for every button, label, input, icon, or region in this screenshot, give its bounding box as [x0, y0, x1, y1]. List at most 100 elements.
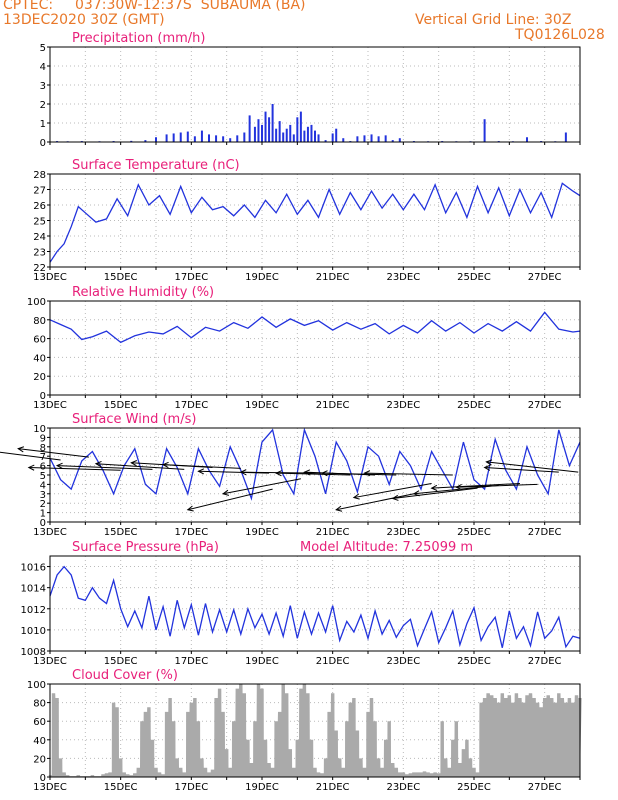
pressure-subtitle: Model Altitude: 7.25099 m: [300, 540, 473, 555]
header-run: 13DEC2020 30Z (GMT): [3, 12, 165, 28]
temp-ytick-label: 26: [33, 201, 46, 212]
wind-vector-head: [412, 490, 420, 497]
wind-ytick-label: 3: [40, 490, 46, 501]
wind-ytick-label: 10: [33, 424, 46, 435]
precip-bar: [278, 121, 281, 142]
temp-ytick-label: 24: [33, 232, 46, 243]
precip-bar: [193, 136, 196, 142]
wind-vector: [486, 461, 579, 473]
rh-xtick-label: 17DEC: [174, 400, 208, 411]
temp-ytick-label: 27: [33, 186, 46, 197]
precip-bar: [564, 132, 567, 142]
wind-xtick-label: 15DEC: [104, 527, 138, 538]
rh-title: Relative Humidity (%): [72, 285, 214, 300]
wind-vector: [57, 465, 153, 470]
temp-ytick-label: 28: [33, 170, 46, 181]
cloud-xtick-label: 25DEC: [457, 782, 491, 793]
precip-bar: [268, 117, 271, 142]
precip-bar: [324, 140, 327, 142]
wind-vector: [240, 471, 323, 474]
wind-ytick-label: 5: [40, 471, 46, 482]
temp-xtick-label: 19DEC: [245, 272, 279, 283]
precip-bar: [253, 126, 256, 142]
wind-ytick-label: 2: [40, 499, 46, 510]
wind-vector-head: [55, 462, 63, 469]
temp-ytick-label: 25: [33, 217, 46, 228]
precip-bar: [200, 130, 203, 142]
wind-vector-head: [239, 469, 247, 476]
precip-bar: [186, 131, 189, 142]
precip-bar: [172, 133, 175, 142]
wind-frame: [49, 427, 581, 523]
cloud-title: Cloud Cover (%): [72, 668, 178, 683]
rh-xtick-label: 25DEC: [457, 400, 491, 411]
wind-vector: [223, 478, 301, 495]
precip-bar: [314, 130, 316, 142]
temp-ytick-label: 23: [33, 248, 46, 259]
precip-bar: [248, 115, 251, 142]
rh-xtick-label: 23DEC: [386, 400, 420, 411]
rh-series-line: [49, 311, 581, 344]
wind-vector: [95, 463, 185, 470]
wind-xtick-label: 13DEC: [33, 527, 67, 538]
wind-vector: [163, 464, 241, 469]
precip-bar: [264, 111, 267, 142]
wind-vector-head: [455, 483, 463, 491]
rh-xtick-label: 15DEC: [104, 400, 138, 411]
cloud-xtick-label: 27DEC: [528, 782, 562, 793]
temp-xtick-label: 15DEC: [104, 272, 138, 283]
wind-vector-head: [130, 460, 138, 467]
wind-title: Surface Wind (m/s): [72, 412, 196, 427]
wind-vector: [484, 466, 559, 473]
pressure-ytick-label: 1010: [21, 626, 46, 637]
pressure-ytick-label: 1012: [21, 605, 46, 616]
precip-bar: [363, 135, 366, 142]
wind-series-line: [49, 427, 581, 501]
pressure-xtick-label: 15DEC: [104, 656, 138, 667]
rh-ytick-label: 100: [27, 297, 46, 308]
cloud-xtick-label: 15DEC: [104, 782, 138, 793]
header-location: 037:30W-12:37S SUBAUMA (BA): [75, 0, 306, 13]
rh-xtick-label: 19DEC: [245, 400, 279, 411]
wind-xtick-label: 25DEC: [457, 527, 491, 538]
cloud-xtick-label: 19DEC: [245, 782, 279, 793]
wind-vector: [28, 466, 121, 471]
wind-ytick-label: 8: [40, 443, 46, 454]
wind-vector-head: [335, 505, 343, 512]
rh-ytick-label: 40: [33, 353, 46, 364]
precip-ytick-label: 0: [40, 138, 46, 149]
pressure-title: Surface Pressure (hPa): [72, 540, 219, 555]
wind-vector: [322, 472, 397, 476]
cloud-area: [48, 684, 582, 777]
precip-bar: [342, 138, 345, 142]
pressure-series-line: [49, 565, 581, 649]
precip-bar: [285, 128, 288, 142]
temp-xtick-label: 23DEC: [386, 272, 420, 283]
precip-bar: [377, 136, 380, 142]
precip-bar: [317, 134, 320, 142]
rh-xtick-label: 21DEC: [316, 400, 350, 411]
precip-bar: [296, 117, 299, 142]
wind-vector-head: [222, 489, 230, 496]
temp-xtick-label: 27DEC: [528, 272, 562, 283]
wind-vector: [187, 488, 273, 511]
precip-bar: [398, 138, 401, 142]
precip-title: Precipitation (mm/h): [72, 31, 205, 46]
wind-ytick-label: 6: [40, 462, 46, 473]
precip-bar: [257, 119, 260, 142]
wind-vector-head: [161, 461, 169, 468]
wind-vector-head: [197, 468, 205, 475]
temp-ytick-label: 22: [33, 263, 46, 274]
pressure-xtick-label: 17DEC: [174, 656, 208, 667]
wind-vector-head: [483, 464, 491, 471]
precip-ytick-label: 5: [40, 43, 46, 54]
wind-vector-head: [391, 494, 399, 501]
precip-bar: [275, 128, 278, 142]
rh-ytick-label: 0: [40, 391, 46, 402]
precip-bar: [179, 132, 182, 142]
precip-bar: [391, 140, 394, 142]
precip-bar: [289, 124, 292, 142]
cloud-xtick-label: 17DEC: [174, 782, 208, 793]
cloud-ytick-label: 100: [27, 680, 46, 691]
